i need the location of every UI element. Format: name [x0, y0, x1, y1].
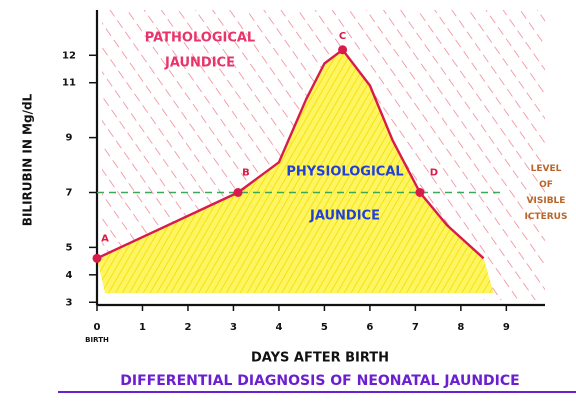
reference-label: LEVEL: [531, 164, 562, 174]
x-tick-label: 7: [412, 322, 419, 333]
point: [415, 187, 425, 197]
point: [92, 253, 102, 263]
background-layer: [97, 10, 545, 300]
point-label: C: [339, 31, 346, 42]
x-note: BIRTH: [85, 336, 109, 344]
point: [338, 45, 348, 55]
point-label: B: [242, 167, 250, 178]
y-tick-label: 9: [66, 133, 73, 144]
y-tick-label: 3: [66, 297, 73, 308]
y-tick-label: 11: [62, 78, 76, 89]
x-tick-label: 0: [94, 322, 101, 333]
reference-label: VISIBLE: [527, 196, 566, 206]
x-tick-label: 5: [321, 322, 328, 333]
region-label: PATHOLOGICAL: [145, 31, 255, 46]
region-label: JAUNDICE: [309, 209, 380, 224]
x-tick-label: 3: [230, 322, 237, 333]
point-label: D: [430, 167, 438, 178]
x-tick-label: 2: [184, 322, 191, 333]
physiological-fill: [97, 49, 494, 293]
region-label: JAUNDICE: [164, 56, 235, 71]
x-tick-label: 8: [457, 322, 464, 333]
x-tick-label: 1: [139, 322, 146, 333]
x-axis-label: DAYS AFTER BIRTH: [251, 351, 389, 366]
pathological-hatch: [97, 10, 545, 300]
y-tick-label: 7: [66, 187, 73, 198]
y-tick-label: 5: [66, 242, 73, 253]
point-label: A: [101, 233, 109, 244]
reference-label: ICTERUS: [525, 212, 568, 222]
x-tick-label: 6: [366, 322, 373, 333]
x-tick-label: 4: [275, 322, 282, 333]
y-tick-label: 4: [66, 270, 73, 281]
y-axis-label: BILIRUBIN IN Mg/dL: [21, 93, 35, 226]
y-tick-label: 12: [62, 50, 76, 61]
chart-title: DIFFERENTIAL DIAGNOSIS OF NEONATAL JAUND…: [120, 373, 519, 389]
reference-label: OF: [539, 180, 553, 190]
region-label: PHYSIOLOGICAL: [286, 165, 403, 180]
point: [233, 187, 243, 197]
x-tick-label: 9: [503, 322, 510, 333]
